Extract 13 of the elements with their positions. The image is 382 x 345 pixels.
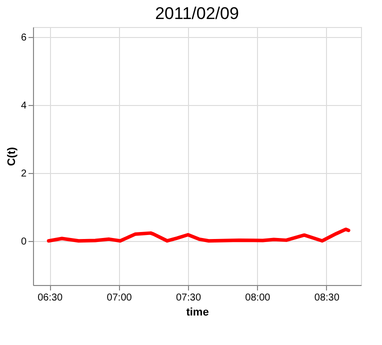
y-tick-label: 4 (20, 100, 27, 112)
y-tick-label: 2 (20, 168, 27, 180)
y-tick-label: 6 (20, 32, 27, 44)
x-axis-title: time (186, 306, 209, 318)
x-tick-label: 06:30 (38, 292, 64, 304)
chart-title: 2011/02/09 (155, 4, 239, 23)
y-axis-title: C(t) (6, 146, 18, 166)
x-tick-label: 08:00 (245, 292, 271, 304)
y-tick-label: 0 (20, 236, 27, 248)
x-tick-label: 08:30 (314, 292, 340, 304)
x-tick-label: 07:30 (176, 292, 202, 304)
line-series (46, 228, 350, 243)
x-tick-label: 07:00 (106, 292, 132, 304)
